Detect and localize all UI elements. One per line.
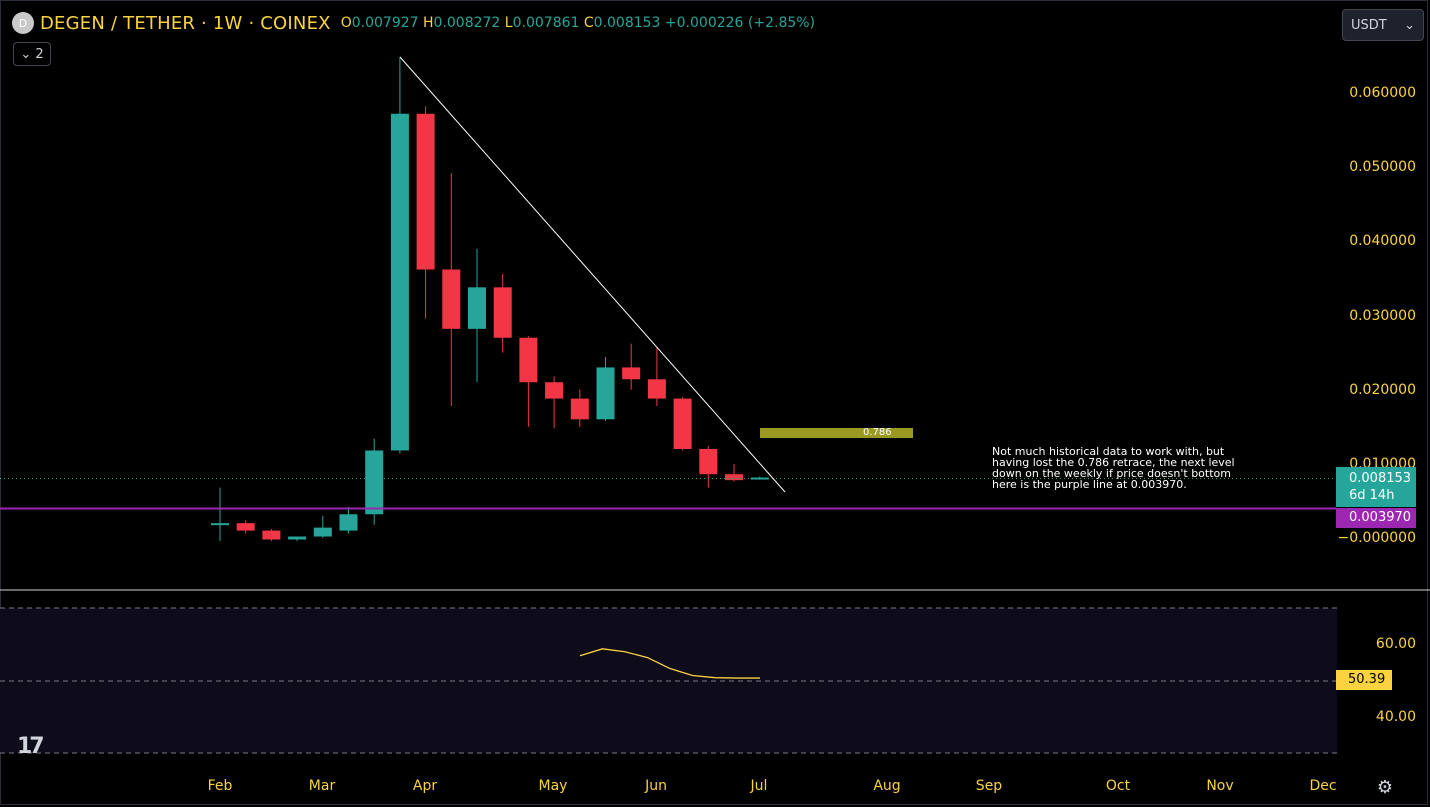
high-value: 0.008272 xyxy=(433,15,501,31)
time-axis-label: May xyxy=(538,778,568,794)
time-axis-label: Feb xyxy=(207,778,233,794)
symbol-legend: D DEGEN / TETHER · 1W · COINEX O0.007927… xyxy=(12,12,815,34)
bar-countdown: 6d 14h xyxy=(1349,488,1395,503)
price-axis-label: 0.030000 xyxy=(1349,308,1416,324)
candle-body[interactable] xyxy=(468,287,486,329)
indicator-axis-label: 40.00 xyxy=(1375,709,1416,725)
candle-body[interactable] xyxy=(493,287,512,338)
open-value: 0.007927 xyxy=(351,15,419,31)
indicator-axis-label: 60.00 xyxy=(1375,636,1416,652)
time-axis-label: Dec xyxy=(1309,778,1337,794)
settings-gear-icon[interactable]: ⚙ xyxy=(1376,776,1394,798)
candle-body[interactable] xyxy=(390,113,409,451)
candle-body[interactable] xyxy=(236,523,255,531)
time-axis-label: Nov xyxy=(1206,778,1234,794)
price-axis-label: 0.050000 xyxy=(1349,159,1416,175)
chevron-down-icon: ⌄ xyxy=(1404,17,1415,33)
candle-body[interactable] xyxy=(750,477,769,480)
open-key: O xyxy=(340,15,352,31)
candle-body[interactable] xyxy=(211,523,229,526)
time-axis-label: Jun xyxy=(645,778,667,794)
candle-body[interactable] xyxy=(365,450,384,515)
candle-body[interactable] xyxy=(288,536,307,540)
candle-body[interactable] xyxy=(596,367,615,420)
candle-body[interactable] xyxy=(339,514,358,531)
price-axis-label: 0.040000 xyxy=(1349,233,1416,249)
price-axis-label: 0.060000 xyxy=(1349,85,1416,101)
candle-body[interactable] xyxy=(647,379,666,399)
candle-body[interactable] xyxy=(545,382,564,399)
candle-body[interactable] xyxy=(673,398,692,449)
low-value: 0.007861 xyxy=(512,15,580,31)
indicator-value-tag: 50.39 xyxy=(1336,670,1392,690)
trendline[interactable] xyxy=(399,56,786,493)
last-price-tag: 0.008153 6d 14h xyxy=(1336,467,1416,507)
fib-label: 0.786 xyxy=(863,427,892,438)
candle-body[interactable] xyxy=(519,337,538,383)
indicator-line xyxy=(579,648,761,679)
last-price-value: 0.008153 xyxy=(1349,471,1412,486)
candle-body[interactable] xyxy=(699,449,718,475)
support-price-tag: 0.003970 xyxy=(1336,508,1416,528)
time-axis-label: Oct xyxy=(1105,778,1131,794)
close-value: 0.008153 xyxy=(593,15,661,31)
time-axis-label: Sep xyxy=(975,778,1003,794)
high-key: H xyxy=(423,15,434,31)
time-axis-label: Mar xyxy=(308,778,336,794)
fib-zone[interactable] xyxy=(760,428,913,438)
candle-body[interactable] xyxy=(570,398,589,420)
candle-body[interactable] xyxy=(313,527,332,537)
ohlc-values: O0.007927 H0.008272 L0.007861 C0.008153 … xyxy=(341,15,815,31)
indicators-collapse-button[interactable]: ⌄ 2 xyxy=(13,42,51,66)
close-key: C xyxy=(583,15,594,31)
currency-select[interactable]: USDT ⌄ xyxy=(1342,9,1424,41)
candle-body[interactable] xyxy=(442,269,461,329)
change-value: +0.000226 (+2.85%) xyxy=(664,15,816,31)
time-axis-label: Jul xyxy=(750,778,768,794)
candle-body[interactable] xyxy=(262,530,281,540)
tradingview-logo-icon[interactable]: 17 xyxy=(17,734,45,759)
price-axis-label: 0.020000 xyxy=(1349,382,1416,398)
analysis-note[interactable]: Not much historical data to work with, b… xyxy=(992,445,1235,491)
symbol-title[interactable]: DEGEN / TETHER · 1W · COINEX xyxy=(40,12,331,34)
time-axis-label: Apr xyxy=(412,778,438,794)
currency-label: USDT xyxy=(1351,17,1387,33)
price-axis-label: −0.000000 xyxy=(1337,530,1416,546)
candle-body[interactable] xyxy=(622,367,641,380)
time-axis-label: Aug xyxy=(873,778,901,794)
coin-logo-icon: D xyxy=(12,12,34,34)
candle-body[interactable] xyxy=(416,113,435,270)
candle-body[interactable] xyxy=(725,474,743,481)
low-key: L xyxy=(504,15,513,31)
